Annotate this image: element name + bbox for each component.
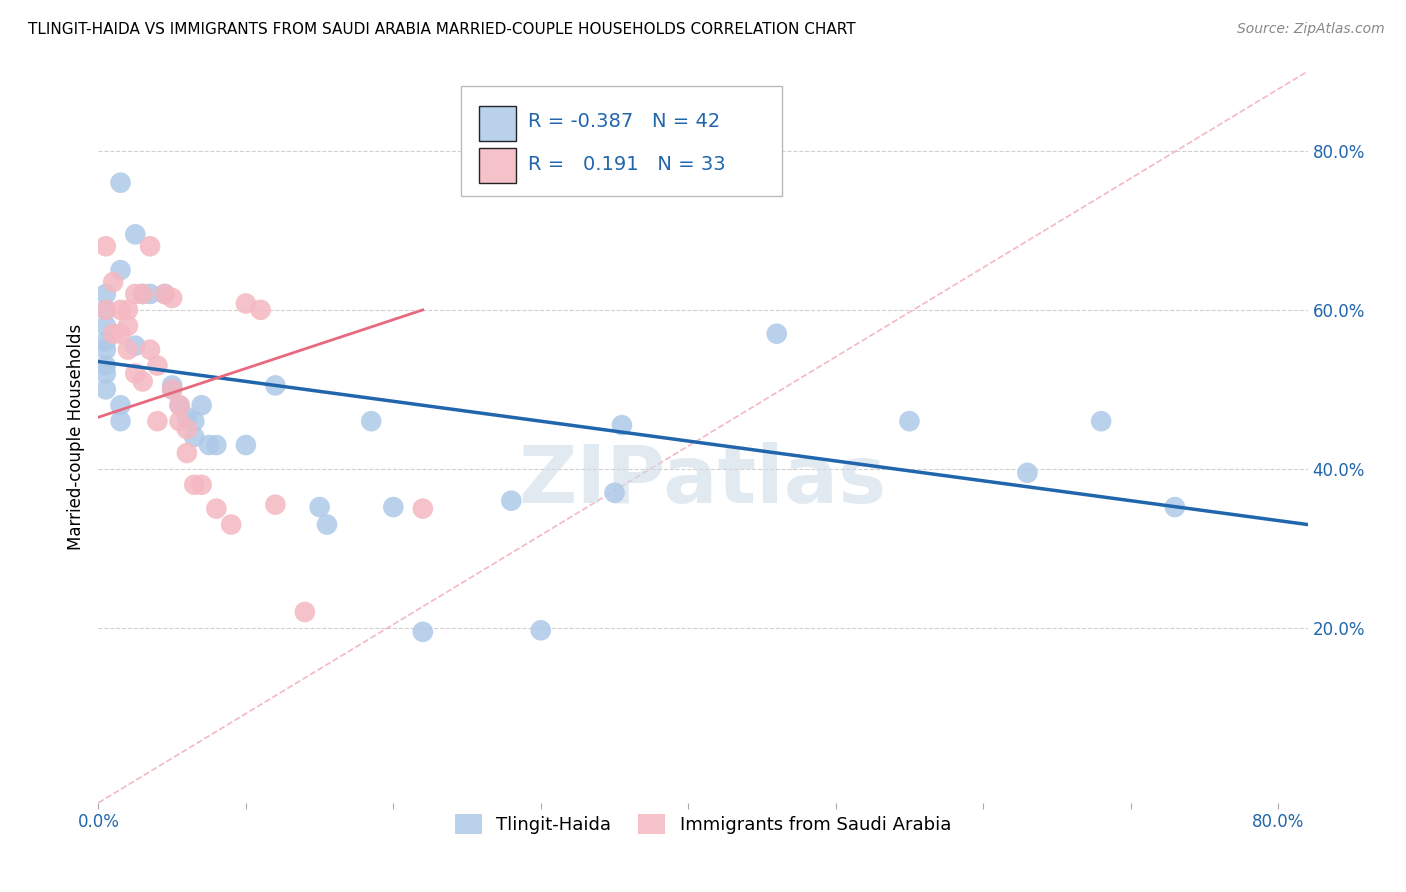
Point — [205, 501, 228, 516]
Point — [169, 398, 191, 412]
Point — [501, 493, 523, 508]
Point — [160, 378, 183, 392]
Point — [139, 287, 162, 301]
Point — [94, 367, 117, 381]
Legend: Tlingit-Haida, Immigrants from Saudi Arabia: Tlingit-Haida, Immigrants from Saudi Ara… — [447, 807, 959, 841]
Point — [117, 343, 139, 357]
Point — [610, 418, 633, 433]
Point — [117, 318, 139, 333]
Point — [110, 398, 132, 412]
Point — [94, 383, 117, 397]
Point — [94, 302, 117, 317]
Point — [235, 296, 257, 310]
Point — [131, 375, 153, 389]
Point — [110, 176, 132, 190]
Point — [110, 326, 132, 341]
Point — [183, 477, 205, 491]
Point — [308, 500, 330, 514]
Text: TLINGIT-HAIDA VS IMMIGRANTS FROM SAUDI ARABIA MARRIED-COUPLE HOUSEHOLDS CORRELAT: TLINGIT-HAIDA VS IMMIGRANTS FROM SAUDI A… — [28, 22, 856, 37]
Point — [139, 343, 162, 357]
Point — [110, 302, 132, 317]
Text: R = -0.387   N = 42: R = -0.387 N = 42 — [527, 112, 720, 131]
Point — [183, 414, 205, 428]
Point — [264, 378, 287, 392]
Point — [94, 287, 117, 301]
Point — [124, 367, 146, 381]
Point — [124, 227, 146, 242]
Text: R =   0.191   N = 33: R = 0.191 N = 33 — [527, 154, 725, 174]
Point — [153, 287, 176, 301]
Point — [190, 398, 212, 412]
Point — [146, 414, 169, 428]
Point — [1164, 500, 1187, 514]
Point — [360, 414, 382, 428]
Point — [316, 517, 339, 532]
Point — [1090, 414, 1112, 428]
Point — [94, 302, 117, 317]
Point — [153, 287, 176, 301]
Point — [382, 500, 405, 514]
Point — [176, 422, 198, 436]
Point — [176, 446, 198, 460]
Y-axis label: Married-couple Households: Married-couple Households — [66, 324, 84, 550]
Point — [412, 501, 434, 516]
Point — [198, 438, 221, 452]
Point — [160, 383, 183, 397]
Point — [94, 318, 117, 333]
Point — [219, 517, 242, 532]
Point — [124, 338, 146, 352]
Text: Source: ZipAtlas.com: Source: ZipAtlas.com — [1237, 22, 1385, 37]
Point — [176, 410, 198, 425]
Point — [94, 239, 117, 253]
Point — [190, 477, 212, 491]
Point — [169, 414, 191, 428]
FancyBboxPatch shape — [479, 148, 516, 183]
Point — [530, 624, 553, 638]
Point — [101, 275, 124, 289]
Point — [139, 239, 162, 253]
Point — [131, 287, 153, 301]
Point — [898, 414, 921, 428]
Point — [124, 287, 146, 301]
Point — [294, 605, 316, 619]
Point — [117, 302, 139, 317]
Point — [235, 438, 257, 452]
Point — [264, 498, 287, 512]
Point — [131, 287, 153, 301]
Point — [160, 291, 183, 305]
Point — [94, 343, 117, 357]
Point — [603, 485, 626, 500]
Point — [160, 383, 183, 397]
Point — [169, 398, 191, 412]
Text: ZIPatlas: ZIPatlas — [519, 442, 887, 520]
FancyBboxPatch shape — [461, 86, 782, 195]
Point — [183, 430, 205, 444]
Point — [101, 326, 124, 341]
Point — [146, 359, 169, 373]
Point — [110, 263, 132, 277]
Point — [110, 414, 132, 428]
Point — [1017, 466, 1039, 480]
Point — [205, 438, 228, 452]
FancyBboxPatch shape — [479, 106, 516, 141]
Point — [249, 302, 271, 317]
Point — [412, 624, 434, 639]
Point — [765, 326, 787, 341]
Point — [94, 334, 117, 349]
Point — [94, 359, 117, 373]
